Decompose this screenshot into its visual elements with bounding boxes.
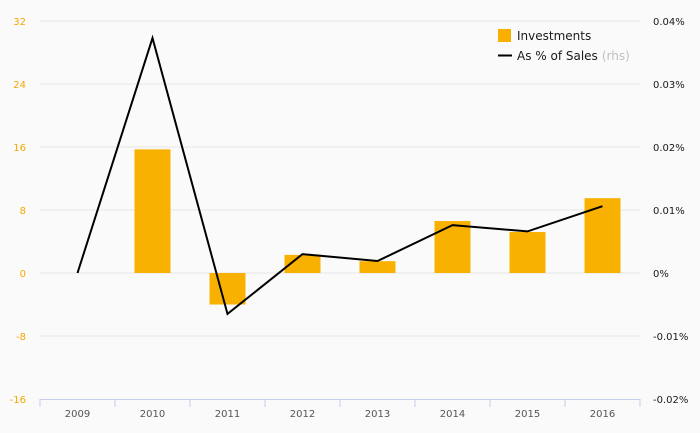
x-tick-label: 2014 — [440, 409, 465, 420]
y-right-tick-label: 0.04% — [653, 17, 685, 28]
y-right-tick-label: 0.02% — [653, 143, 685, 154]
axes: -16 -8 0 8 16 24 32 -0.02% -0.01% 0% 0.01% 0.02% 0.0… — [10, 17, 689, 420]
y-left-tick-label: 16 — [13, 143, 26, 154]
y-left-tick-label: 24 — [13, 80, 26, 91]
y-right-tick-label: -0.01% — [653, 332, 688, 343]
line-as-pct-of-sales — [76, 34, 603, 316]
y-left-tick-label: -16 — [10, 395, 26, 406]
x-tick-label: 2011 — [215, 409, 240, 420]
legend-label-sales-name: As % of Sales — [517, 49, 598, 63]
x-tick-label: 2012 — [290, 409, 315, 420]
bar-investments-2012 — [284, 254, 321, 273]
x-tick-label: 2010 — [140, 409, 165, 420]
bar-investments-2011 — [209, 273, 246, 305]
y-right-tick-label: -0.02% — [653, 395, 688, 406]
x-tick-label: 2016 — [590, 409, 615, 420]
y-left-tick-label: 0 — [20, 269, 26, 280]
bar-investments-2013 — [359, 261, 396, 273]
bar-series — [134, 149, 621, 305]
legend: Investments As % of Sales (rhs) — [498, 29, 630, 63]
y-left-tick-label: 8 — [20, 206, 26, 217]
x-tick-label: 2013 — [365, 409, 390, 420]
legend-label-sales: As % of Sales (rhs) — [517, 49, 630, 63]
grid-lines — [40, 20, 640, 337]
x-tick-label: 2015 — [515, 409, 540, 420]
y-left-tick-label: -8 — [16, 332, 26, 343]
legend-label-investments: Investments — [517, 29, 591, 43]
bar-investments-2014 — [434, 221, 471, 273]
line-series — [76, 34, 603, 316]
y-right-tick-label: 0% — [653, 269, 669, 280]
x-tick-label: 2009 — [65, 409, 90, 420]
bar-investments-2010 — [134, 149, 171, 273]
legend-swatch-investments — [498, 29, 511, 42]
y-right-tick-label: 0.03% — [653, 80, 685, 91]
bar-investments-2015 — [509, 232, 546, 273]
y-right-tick-label: 0.01% — [653, 206, 685, 217]
legend-label-sales-suffix: (rhs) — [602, 49, 630, 63]
y-left-tick-label: 32 — [13, 17, 26, 28]
